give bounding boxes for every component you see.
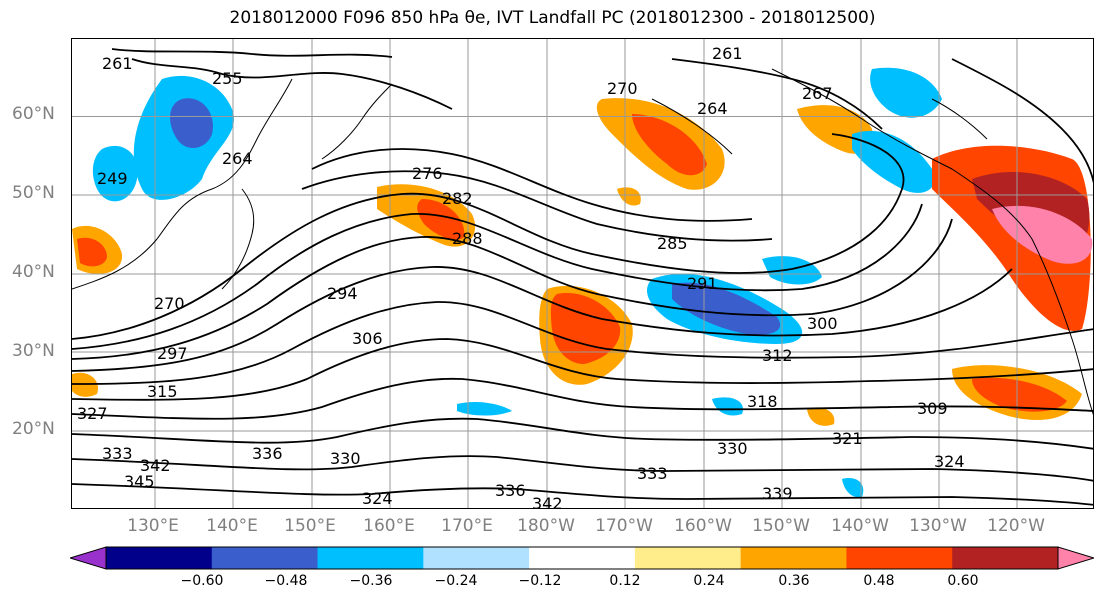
- figure-title: 2018012000 F096 850 hPa θe, IVT Landfall…: [229, 8, 876, 28]
- theta-e-contours: [72, 48, 1093, 506]
- contour-label: 324: [934, 452, 965, 471]
- contour-label: 324: [362, 489, 393, 508]
- map-canvas: 261 261 270 264 276 282 288 285 291 294 …: [72, 39, 1093, 509]
- contour-label: 342: [140, 456, 171, 475]
- contour-label: 330: [330, 449, 361, 468]
- contour-label: 261: [712, 44, 743, 63]
- colorbar-tick: 0.12: [609, 573, 641, 589]
- contour-labels: 261 261 270 264 276 282 288 285 291 294 …: [77, 44, 965, 509]
- colorbar: [70, 546, 1094, 570]
- colorbar-tick: −0.36: [349, 573, 393, 589]
- contour-label: 336: [252, 444, 283, 463]
- colorbar-segment: [317, 547, 424, 569]
- contour-label: 288: [452, 229, 483, 248]
- lon-label: 170°W: [595, 516, 653, 536]
- contour-label: 294: [327, 284, 358, 303]
- lat-label-30n: 30°N: [12, 341, 55, 361]
- colorbar-extend-low: [70, 546, 107, 570]
- colorbar-segment: [634, 547, 742, 569]
- contour-label: 318: [747, 392, 778, 411]
- contour-label: 261: [102, 54, 133, 73]
- contour-label: 285: [657, 234, 688, 253]
- contour-label: 336: [495, 481, 526, 500]
- contour-label: 300: [807, 314, 838, 333]
- colorbar-segment: [106, 547, 213, 569]
- contour-label: 333: [637, 464, 668, 483]
- contour-label: 270: [154, 294, 185, 313]
- colorbar-segment: [211, 547, 319, 569]
- colorbar-tick: 0.60: [947, 573, 979, 589]
- lon-label: 130°E: [127, 516, 179, 536]
- contour-label: 276: [412, 164, 443, 183]
- colorbar-tick: 0.48: [863, 573, 895, 589]
- lon-label: 150°E: [284, 516, 336, 536]
- contour-label: 270: [607, 79, 638, 98]
- contour-label: 282: [442, 189, 473, 208]
- contour-label: 342: [532, 494, 563, 509]
- lat-label-60n: 60°N: [12, 104, 55, 124]
- lat-label-20n: 20°N: [12, 419, 55, 439]
- colorbar-tick: −0.12: [518, 573, 562, 589]
- contour-label: 339: [762, 484, 793, 503]
- lon-label: 160°W: [674, 516, 732, 536]
- pc-shading: [72, 67, 1093, 498]
- colorbar-outline: [105, 546, 1059, 570]
- lon-label: 120°W: [987, 516, 1045, 536]
- map-panel: 261 261 270 264 276 282 288 285 291 294 …: [71, 38, 1094, 509]
- colorbar-segment: [952, 547, 1059, 569]
- contour-label: 255: [212, 69, 243, 88]
- contour-label: 264: [697, 99, 728, 118]
- colorbar-segment: [846, 547, 953, 569]
- contour-label: 264: [222, 149, 253, 168]
- colorbar-segment: [423, 547, 530, 569]
- colorbar-tick: 0.24: [693, 573, 725, 589]
- colorbar-segment: [740, 547, 847, 569]
- graticule: [72, 39, 1093, 508]
- contour-label: 345: [124, 472, 155, 491]
- colorbar-tick: −0.60: [180, 573, 224, 589]
- colorbar-segment: [529, 547, 636, 569]
- contour-label: 330: [717, 439, 748, 458]
- contour-label: 312: [762, 346, 793, 365]
- contour-label: 297: [157, 344, 188, 363]
- contour-label: 327: [77, 404, 108, 423]
- lon-label: 170°E: [441, 516, 493, 536]
- contour-label: 291: [687, 274, 718, 293]
- contour-label: 315: [147, 382, 178, 401]
- contour-label: 267: [802, 84, 833, 103]
- lon-label: 160°E: [363, 516, 415, 536]
- lat-label-50n: 50°N: [12, 183, 55, 203]
- contour-label: 333: [102, 444, 133, 463]
- contour-label: 249: [97, 169, 128, 188]
- lat-label-40n: 40°N: [12, 262, 55, 282]
- colorbar-tick: −0.24: [434, 573, 478, 589]
- colorbar-tick: 0.36: [778, 573, 810, 589]
- colorbar-extend-high: [1057, 546, 1094, 570]
- colorbar-tick: −0.48: [264, 573, 308, 589]
- lon-label: 150°W: [752, 516, 810, 536]
- lon-label: 130°W: [909, 516, 967, 536]
- lon-label: 140°W: [831, 516, 889, 536]
- contour-label: 321: [832, 429, 863, 448]
- lon-label: 140°E: [206, 516, 258, 536]
- contour-label: 306: [352, 329, 383, 348]
- lon-label: 180°W: [517, 516, 575, 536]
- contour-label: 309: [917, 399, 948, 418]
